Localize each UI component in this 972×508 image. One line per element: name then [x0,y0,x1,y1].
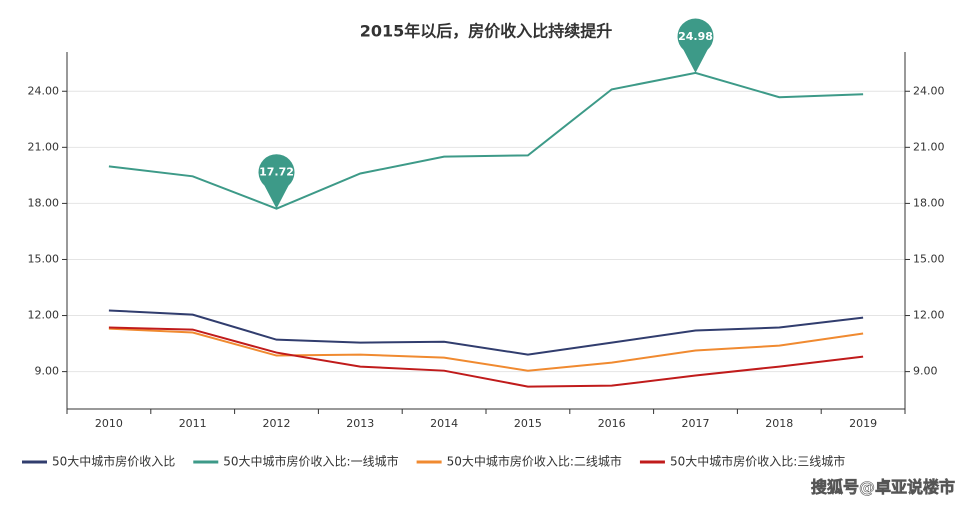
y-tick-label: 15.00 [28,252,60,265]
series-line [108,309,864,356]
legend-label: 50大中城市房价收入比:二线城市 [447,454,622,469]
x-tick-label: 2018 [765,417,793,430]
y2-tick-label: 21.00 [913,140,945,153]
watermark: 搜狐号@卓亚说楼市 [811,478,955,497]
legend-label: 50大中城市房价收入比:三线城市 [670,454,845,469]
y2-tick-label: 24.00 [913,84,945,97]
x-tick-label: 2017 [682,417,710,430]
series-line [108,326,864,388]
series-line [108,327,864,372]
y-tick-label: 9.00 [35,365,60,378]
y2-tick-label: 15.00 [913,252,945,265]
legend-label: 50大中城市房价收入比:一线城市 [223,454,398,469]
x-tick-label: 2014 [430,417,458,430]
x-tick-label: 2011 [179,417,207,430]
x-tick-label: 2012 [263,417,291,430]
y-tick-label: 12.00 [28,309,60,322]
legend-label: 50大中城市房价收入比 [52,454,175,469]
mark-pin-label: 17.72 [259,166,294,179]
chart-title: 2015年以后，房价收入比持续提升 [360,22,613,41]
mark-pin [677,18,714,73]
y2-tick-label: 12.00 [913,309,945,322]
x-tick-label: 2015 [514,417,542,430]
series-line [108,71,864,210]
y-tick-label: 21.00 [28,140,60,153]
mark-pin-label: 24.98 [678,30,713,43]
mark-pin [258,154,295,209]
x-tick-label: 2016 [598,417,626,430]
y2-tick-label: 18.00 [913,196,945,209]
y2-tick-label: 9.00 [913,365,938,378]
y-tick-label: 24.00 [28,84,60,97]
x-tick-label: 2010 [95,417,123,430]
y-tick-label: 18.00 [28,196,60,209]
x-tick-label: 2019 [849,417,877,430]
x-tick-label: 2013 [346,417,374,430]
